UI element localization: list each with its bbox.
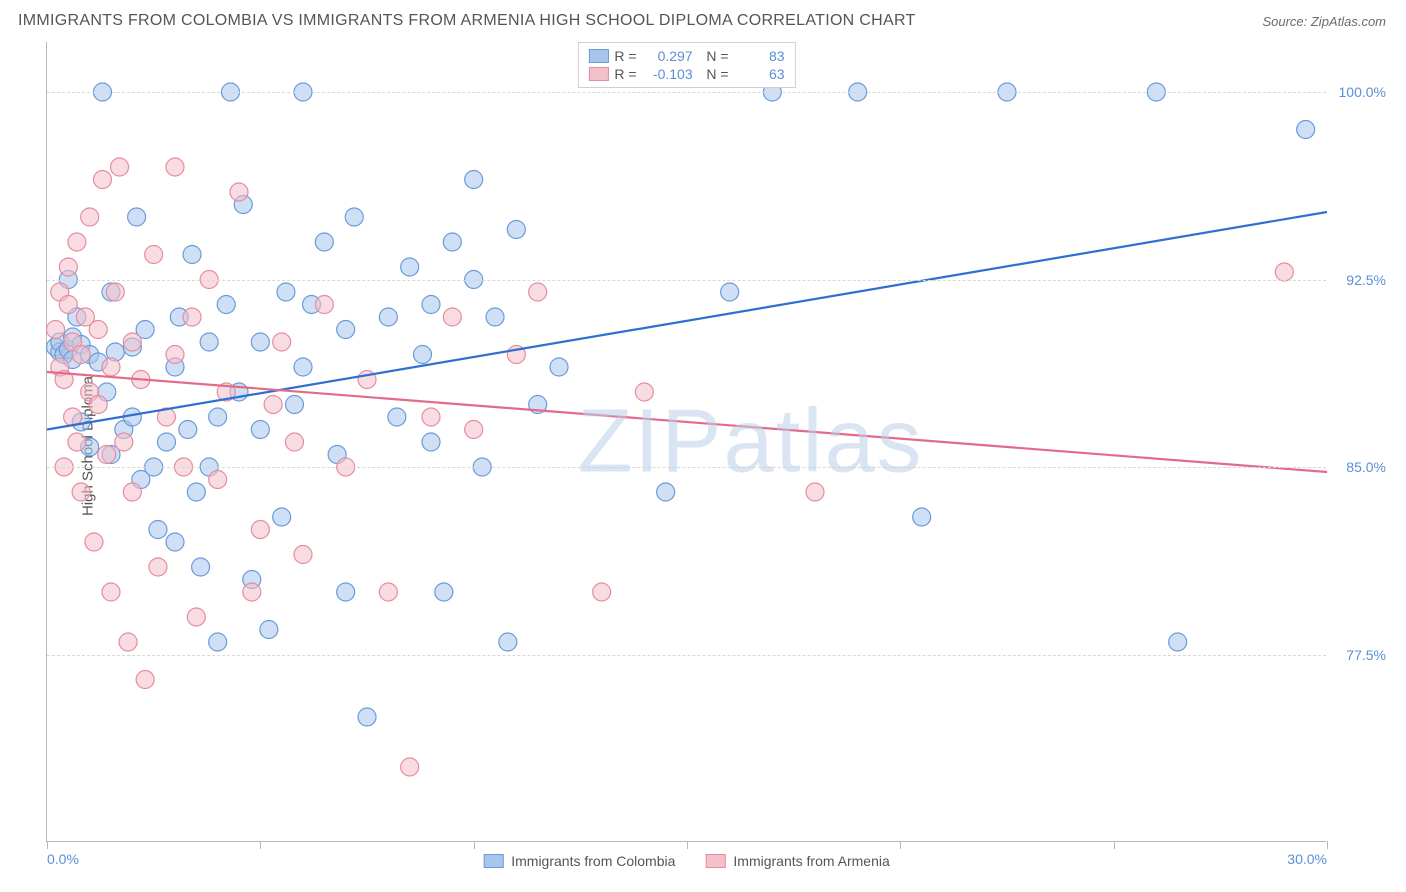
x-tick-label: 0.0% (47, 851, 79, 867)
legend-label: Immigrants from Armenia (733, 853, 889, 869)
chart-svg (47, 42, 1326, 841)
chart-title: IMMIGRANTS FROM COLOMBIA VS IMMIGRANTS F… (18, 12, 916, 30)
swatch-armenia-icon (705, 854, 725, 868)
swatch-colombia (588, 49, 608, 63)
plot-area: ZIPatlas R =0.297 N =83 R =-0.103 N =63 … (46, 42, 1326, 842)
swatch-colombia-icon (483, 854, 503, 868)
source-label: Source: ZipAtlas.com (1262, 14, 1386, 29)
legend-row-colombia: R =0.297 N =83 (588, 47, 784, 65)
legend-item-colombia: Immigrants from Colombia (483, 853, 675, 869)
y-tick-label: 92.5% (1331, 272, 1386, 288)
legend-label: Immigrants from Colombia (511, 853, 675, 869)
y-tick-label: 85.0% (1331, 459, 1386, 475)
legend-row-armenia: R =-0.103 N =63 (588, 65, 784, 83)
legend-item-armenia: Immigrants from Armenia (705, 853, 889, 869)
x-tick-label: 30.0% (1287, 851, 1327, 867)
swatch-armenia (588, 67, 608, 81)
y-tick-label: 100.0% (1331, 84, 1386, 100)
correlation-legend: R =0.297 N =83 R =-0.103 N =63 (577, 42, 795, 88)
y-tick-label: 77.5% (1331, 647, 1386, 663)
series-legend: Immigrants from Colombia Immigrants from… (483, 853, 890, 869)
